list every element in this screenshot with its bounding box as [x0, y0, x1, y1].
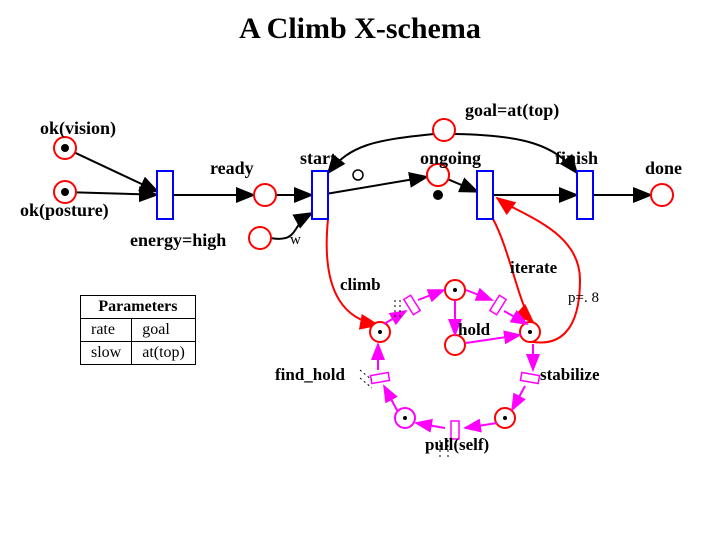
label-hold: hold: [458, 320, 490, 340]
label-w: w: [290, 232, 301, 249]
label-finish: finish: [555, 148, 598, 169]
parameters-table: Parameters rate goal slow at(top): [80, 295, 196, 365]
params-row-0: slow: [81, 342, 132, 365]
params-row-1: at(top): [132, 342, 196, 365]
label-start: start: [300, 148, 336, 169]
label-ready: ready: [210, 158, 254, 179]
label-p8: p=. 8: [568, 290, 599, 307]
label-stabilize: stabilize: [540, 365, 600, 385]
label-ok-vision: ok(vision): [40, 118, 116, 139]
petri-net-diagram: [0, 0, 720, 540]
label-energy-high: energy=high: [130, 230, 226, 251]
params-col-0: rate: [81, 319, 132, 342]
params-header: Parameters: [81, 296, 196, 319]
label-done: done: [645, 158, 682, 179]
label-iterate: iterate: [510, 258, 557, 278]
label-ok-posture: ok(posture): [20, 200, 109, 221]
label-ongoing: ongoing: [420, 148, 481, 169]
params-col-1: goal: [132, 319, 196, 342]
label-goal: goal=at(top): [465, 100, 559, 121]
label-pull-self: pull(self): [425, 435, 489, 455]
label-climb: climb: [340, 275, 381, 295]
label-find-hold: find_hold: [275, 365, 345, 385]
